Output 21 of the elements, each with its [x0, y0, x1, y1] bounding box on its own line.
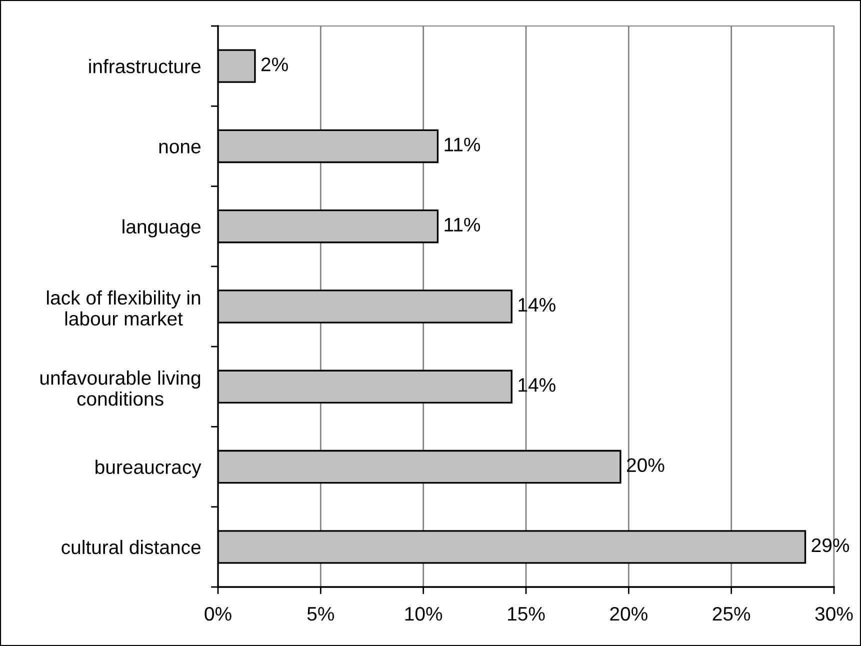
- x-tick-label: 0%: [204, 606, 232, 621]
- data-label: 2%: [261, 58, 288, 72]
- y-tick-label: lack of flexibility in labour market: [47, 290, 200, 326]
- y-tick-label: unfavourable living conditions: [40, 370, 200, 406]
- y-tick-label: bureaucracy: [96, 460, 202, 478]
- y-tick-label: infrastructure: [89, 59, 200, 74]
- y-tick-label: cultural distance: [62, 540, 200, 554]
- x-tick-label: 5%: [307, 607, 334, 621]
- y-tick-label: none: [159, 142, 200, 154]
- data-label: 11%: [444, 218, 480, 232]
- data-label: 14%: [518, 298, 556, 312]
- x-tick-label: 15%: [508, 607, 545, 621]
- data-label: 11%: [444, 138, 480, 152]
- data-label: 29%: [812, 538, 850, 552]
- data-label: 14%: [518, 378, 556, 392]
- y-tick-label: language: [122, 219, 200, 238]
- x-tick-label: 25%: [712, 606, 750, 621]
- data-label: 20%: [626, 458, 664, 472]
- x-tick-label: 10%: [405, 606, 442, 621]
- x-tick-label: 30%: [815, 606, 853, 621]
- x-tick-label: 20%: [610, 606, 648, 621]
